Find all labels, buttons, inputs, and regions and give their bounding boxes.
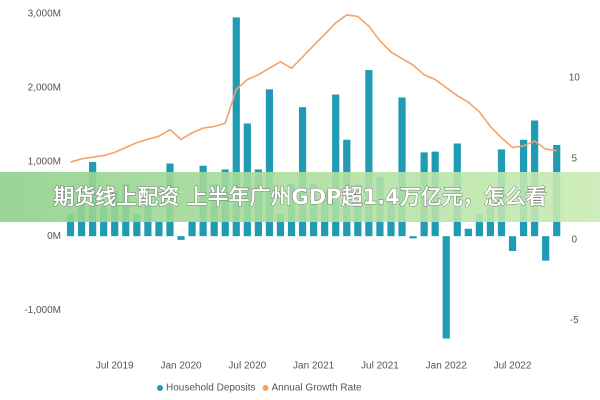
bar (398, 97, 406, 237)
x-tick-label: Jan 2021 (293, 361, 335, 372)
x-tick-label: Jul 2020 (228, 361, 266, 372)
legend-label: Household Deposits (166, 383, 256, 394)
banner-text: 期货线上配资 上半年广州GDP超1.4万亿元，怎么看 (53, 185, 547, 209)
y-tick-label: 2,000M (28, 83, 61, 94)
bar (464, 228, 472, 237)
bar (409, 236, 417, 239)
legend-marker (157, 385, 163, 391)
bar (232, 17, 240, 237)
y2-tick-label: -5 (570, 315, 579, 326)
bar (133, 213, 141, 237)
x-tick-label: Jan 2022 (426, 361, 468, 372)
bar (298, 107, 307, 237)
bar (66, 213, 75, 237)
bar (155, 221, 163, 237)
bar (475, 213, 483, 237)
bar (265, 89, 274, 237)
y-tick-label: 0M (47, 231, 61, 242)
bar (188, 221, 196, 237)
line (70, 14, 557, 163)
y-tick-label: -1,000M (24, 305, 61, 316)
x-tick-label: Jan 2020 (160, 361, 202, 372)
y-tick-label: 1,000M (28, 157, 61, 168)
y2-tick-label: 5 (571, 153, 577, 164)
legend-label: Annual Growth Rate (272, 383, 362, 394)
y2-tick-label: 0 (571, 234, 577, 245)
y-tick-label: 3,000M (28, 8, 61, 19)
bar (508, 236, 517, 252)
bar (332, 94, 340, 237)
x-tick-label: Jul 2019 (96, 361, 134, 372)
bar (177, 236, 185, 240)
banner-background (0, 172, 600, 222)
bar (365, 70, 373, 237)
legend-marker (262, 385, 269, 391)
y2-tick-label: 10 (569, 73, 581, 84)
bar (276, 213, 285, 237)
bar (442, 236, 450, 339)
x-tick-label: Jul 2022 (494, 361, 532, 372)
bar (542, 236, 550, 261)
x-tick-label: Jul 2021 (361, 361, 399, 372)
